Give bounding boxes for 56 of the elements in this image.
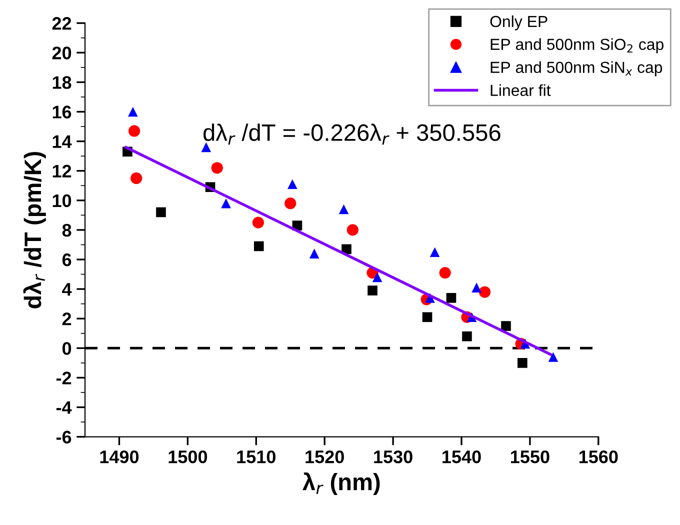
point — [548, 352, 558, 362]
x-tick-label: 1490 — [100, 450, 139, 464]
point — [372, 272, 382, 282]
point — [462, 331, 472, 342]
y-tick-label: 16 — [52, 106, 72, 118]
x-axis-title: λ$_{r}$ (nm) — [302, 472, 380, 495]
point — [472, 282, 482, 292]
point — [338, 204, 349, 214]
point — [446, 293, 456, 303]
y-tick-label: 18 — [52, 76, 72, 89]
x-tick-label: 1520 — [306, 450, 344, 464]
point — [284, 198, 296, 210]
point — [430, 247, 440, 258]
point — [252, 216, 264, 228]
legend-label: Linear fit — [490, 84, 551, 96]
y-tick-label: 20 — [52, 46, 72, 60]
point — [156, 207, 166, 218]
y-axis-title: dλ$_{r}$ /dT (pm/K) — [23, 152, 46, 308]
point — [201, 142, 212, 152]
y-tick-label: -6 — [56, 430, 72, 444]
legend-label: EP and 500nm SiN$_{x}$ cap — [490, 61, 662, 76]
x-tick-label: 1500 — [168, 450, 208, 464]
legend-label: Only EP — [490, 15, 548, 30]
point — [422, 312, 432, 322]
y-tick-label: 14 — [52, 135, 72, 148]
y-tick-label: 6 — [62, 253, 72, 266]
point — [221, 198, 231, 208]
point — [501, 321, 511, 331]
point — [346, 224, 358, 236]
point — [211, 162, 223, 174]
point — [368, 286, 378, 296]
point — [128, 125, 140, 137]
x-tick-label: 1540 — [442, 450, 481, 464]
x-tick-label: 1560 — [579, 450, 618, 464]
point — [130, 172, 142, 184]
y-tick-label: 0 — [62, 342, 72, 355]
point — [518, 358, 528, 368]
y-tick-label: 4 — [62, 283, 72, 296]
y-tick-label: 10 — [52, 194, 72, 208]
annotation: dλ$_{r}$ /dT = -0.226λ$_{r}$ + 350.556 — [204, 124, 500, 145]
y-tick-label: 8 — [62, 224, 72, 237]
x-tick-label: 1550 — [511, 450, 550, 464]
y-tick-label: -2 — [56, 372, 72, 384]
y-tick-label: 22 — [52, 17, 72, 30]
y-tick-label: 2 — [62, 312, 72, 326]
point — [254, 241, 264, 252]
point — [288, 179, 298, 190]
x-tick-label: 1530 — [374, 450, 412, 464]
point — [478, 286, 491, 298]
point — [439, 266, 451, 279]
y-tick-label: -4 — [56, 401, 72, 414]
x-tick-label: 1510 — [237, 450, 276, 464]
point — [128, 106, 138, 117]
point — [309, 248, 320, 258]
y-tick-label: 12 — [52, 164, 72, 178]
legend-label: EP and 500nm SiO$_{2}$ cap — [490, 38, 664, 54]
